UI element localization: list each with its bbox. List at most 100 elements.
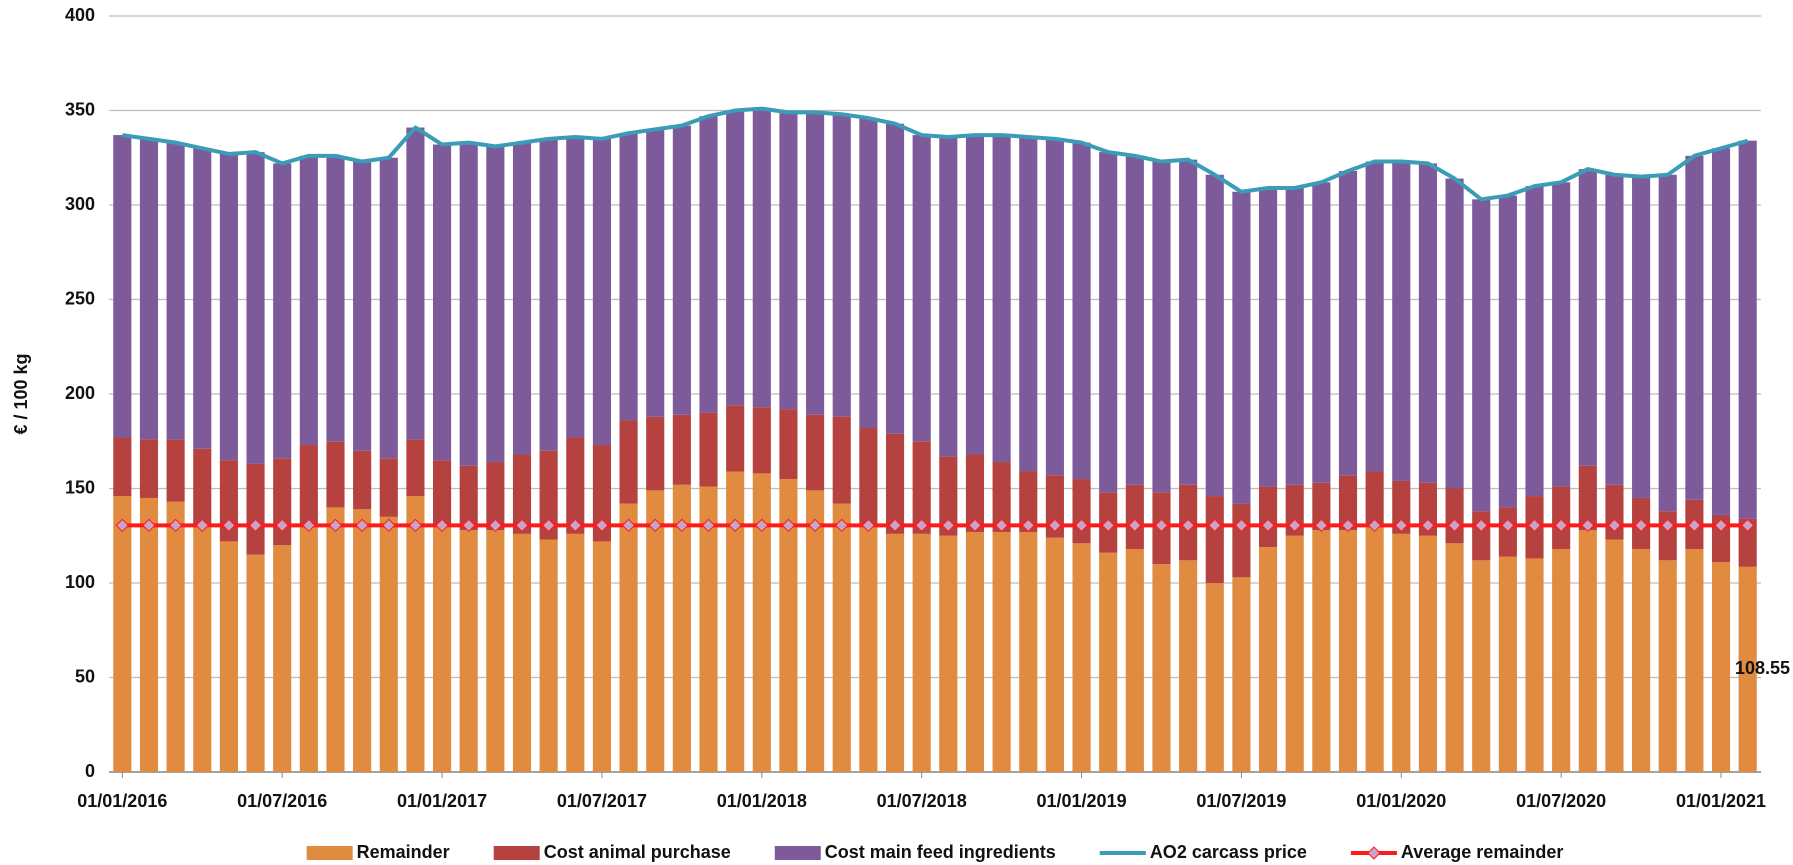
bar-segment: [433, 526, 452, 772]
x-tick-label: 01/07/2016: [237, 791, 327, 811]
legend-marker: [1367, 846, 1381, 860]
bar-segment: [486, 530, 505, 772]
bar-segment: [1019, 531, 1038, 772]
marker: [222, 518, 236, 533]
marker: [1661, 518, 1675, 533]
bar-segment: [859, 526, 878, 772]
bar-segment: [139, 439, 159, 498]
bar-segment: [1152, 564, 1171, 772]
bar-segment: [752, 108, 771, 408]
marker: [941, 518, 956, 533]
bar-segment: [1552, 182, 1571, 487]
bar-segment: [1285, 187, 1304, 485]
bar-segment: [1312, 482, 1331, 531]
bar-segment: [992, 135, 1011, 463]
bar-segment: [1711, 562, 1731, 772]
bar-segment: [965, 135, 985, 455]
marker: [1394, 518, 1408, 533]
marker: [248, 518, 263, 533]
bar-segment: [1312, 182, 1331, 483]
bar-segment: [1605, 539, 1624, 772]
bar-segment: [592, 138, 611, 446]
bar-segment: [885, 123, 905, 434]
bar-segment: [646, 129, 665, 417]
marker: [1687, 518, 1702, 533]
bar-segment: [566, 533, 585, 772]
bar-segment: [1099, 552, 1118, 772]
bar-segment: [1179, 560, 1198, 772]
x-tick-label: 01/01/2017: [397, 791, 487, 811]
marker: [595, 518, 609, 533]
bar-segment: [1552, 486, 1571, 549]
bar-segment: [779, 409, 798, 480]
marker: [275, 518, 289, 533]
bar-segment: [353, 161, 372, 451]
bar-segment: [193, 148, 212, 449]
labels: 0 50 100 150 200 250 300 350 400 01/01/2016 01/07/…: [65, 5, 1790, 811]
bar-segment: [1019, 136, 1038, 472]
bar-segment: [512, 533, 532, 772]
bar-segment: [672, 484, 691, 772]
bar-segment: [486, 462, 505, 531]
x-tick-label: 01/07/2017: [557, 791, 647, 811]
marker: [568, 518, 582, 533]
bar-segment: [619, 133, 638, 421]
bar-segment: [539, 539, 558, 772]
bar-segment: [459, 530, 478, 772]
bar-segment: [646, 490, 665, 772]
bar-segment: [965, 454, 985, 532]
y-tick-label: 200: [65, 383, 95, 403]
y-tick-label: 250: [65, 288, 95, 308]
bar-segment: [1578, 169, 1597, 466]
bar-segment: [1392, 533, 1411, 772]
bar-segment: [246, 463, 265, 555]
bar-segment: [139, 138, 159, 440]
bar-segment: [1205, 174, 1224, 497]
bar-segment: [699, 412, 718, 487]
bar-segment: [1365, 526, 1384, 772]
marker: [1074, 518, 1089, 533]
legend-label: Cost main feed ingredients: [825, 842, 1056, 862]
marker: [168, 518, 183, 533]
x-tick-label: 01/01/2018: [717, 791, 807, 811]
bar-segment: [353, 450, 372, 510]
bar-segment: [1152, 161, 1171, 493]
bar-segment: [992, 531, 1011, 772]
bar-segment: [193, 526, 212, 772]
data-label: 108.55: [1735, 658, 1790, 678]
bar-segment: [1392, 161, 1411, 481]
bar-segment: [779, 479, 798, 772]
legend-label: Average remainder: [1401, 842, 1563, 862]
marker: [328, 518, 343, 533]
bar-segment: [806, 112, 825, 415]
marker: [621, 518, 636, 533]
bar-segment: [1418, 163, 1437, 483]
bar-segment: [1392, 480, 1411, 534]
bar-segment: [166, 142, 185, 440]
bar-segment: [859, 118, 878, 429]
marker: [1527, 518, 1542, 533]
bar-segment: [1445, 543, 1464, 772]
bar-segment: [1232, 577, 1251, 772]
marker: [1128, 518, 1142, 533]
bar-segment: [1445, 488, 1464, 544]
marker: [302, 518, 316, 533]
bar-segment: [672, 414, 691, 485]
bar-segment: [832, 114, 851, 417]
bar-segment: [1232, 191, 1251, 504]
x-tick-label: 01/01/2020: [1356, 791, 1446, 811]
marker: [994, 518, 1009, 533]
bar-segment: [1365, 471, 1384, 527]
bar-segment: [752, 473, 771, 772]
bar-segment: [1738, 140, 1757, 519]
bar-segment: [273, 545, 292, 772]
bar-segment: [1578, 530, 1597, 772]
bar-segment: [1019, 471, 1038, 532]
bar-segment: [113, 496, 132, 772]
bar-segment: [859, 428, 878, 527]
marker: [701, 518, 716, 533]
bar-segment: [699, 486, 718, 772]
marker: [142, 518, 156, 533]
bar-segment: [1525, 186, 1544, 497]
x-tick-label: 01/07/2018: [877, 791, 967, 811]
